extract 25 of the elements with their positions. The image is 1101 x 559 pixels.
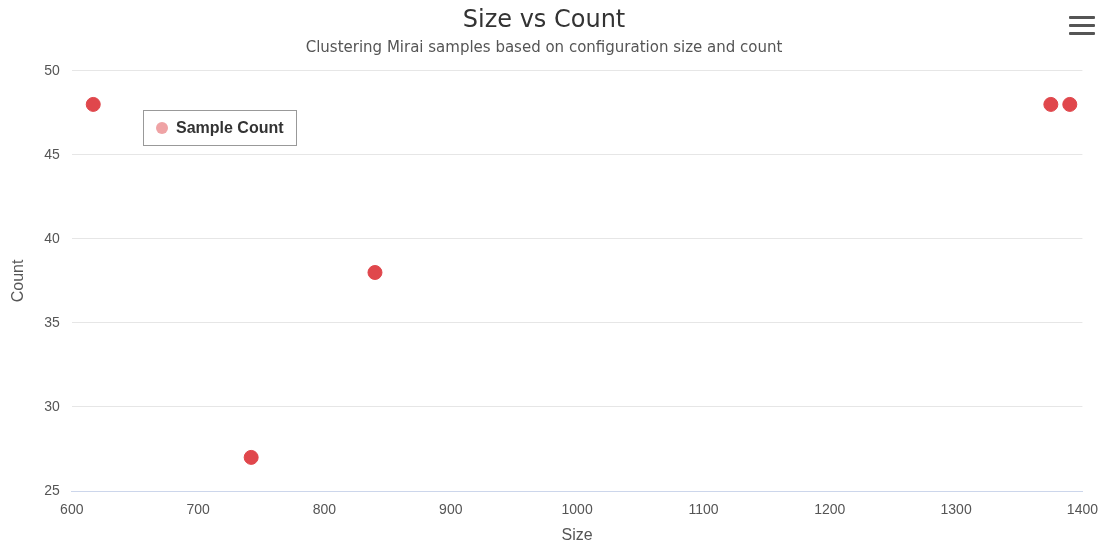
point xyxy=(1062,96,1078,112)
x-axis-title: Size xyxy=(561,525,593,543)
chart-title: Size vs Count xyxy=(462,4,626,33)
x-tick-label: 700 xyxy=(186,501,210,518)
point xyxy=(85,96,101,112)
y-tick-label: 45 xyxy=(44,145,60,162)
x-tick-label: 1200 xyxy=(814,501,846,518)
point xyxy=(1043,96,1059,112)
y-tick-label: 30 xyxy=(44,397,60,414)
chart-subtitle: Clustering Mirai samples based on configuration size and count xyxy=(305,37,783,56)
x-tick-label: 900 xyxy=(439,501,463,518)
y-tick-label: 25 xyxy=(44,481,60,498)
x-tick-label: 1000 xyxy=(561,501,593,518)
x-tick-label: 800 xyxy=(312,501,337,518)
point xyxy=(367,265,383,280)
x-tick-label: 1300 xyxy=(940,501,972,518)
y-tick-label: 40 xyxy=(44,229,60,246)
legend-label: Sample Count xyxy=(176,119,284,137)
y-tick-label: 35 xyxy=(44,313,60,330)
point xyxy=(243,449,259,465)
x-tick-label: 1100 xyxy=(688,501,719,518)
y-tick-label: 50 xyxy=(44,61,60,78)
x-tick-label: 600 xyxy=(60,501,84,518)
y-axis-title: Count xyxy=(9,259,27,303)
x-tick-label: 1400 xyxy=(1066,501,1099,518)
